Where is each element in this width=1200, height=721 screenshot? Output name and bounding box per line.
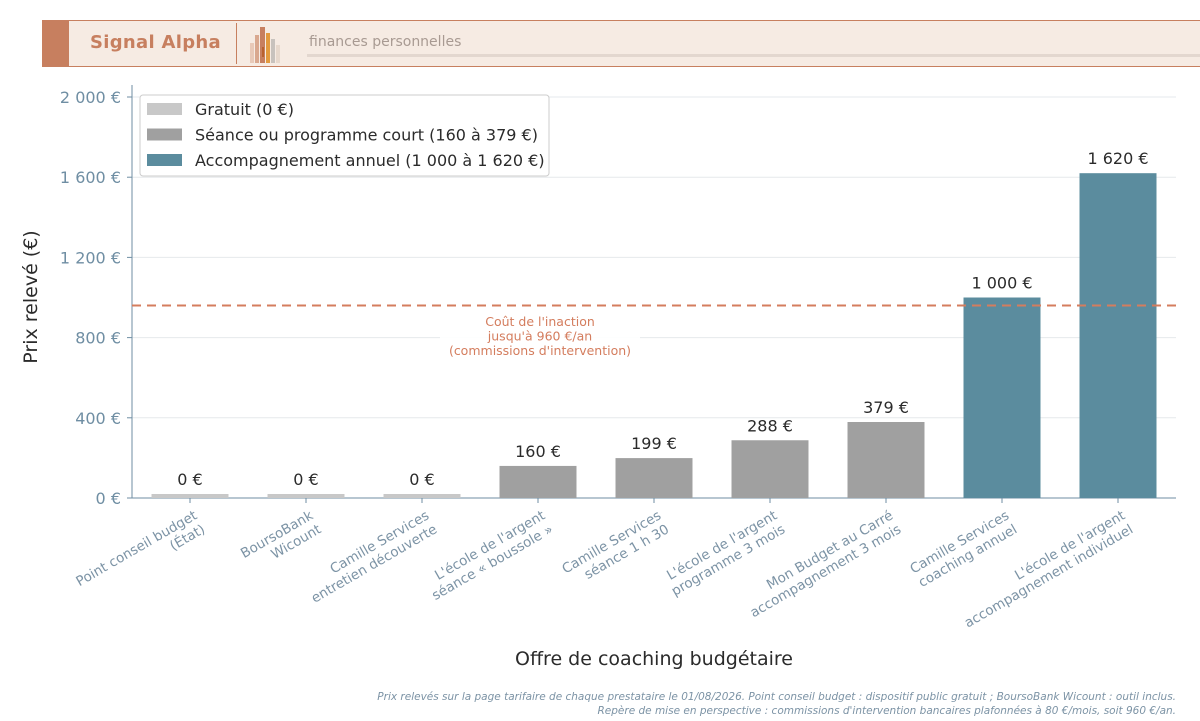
bar <box>151 494 229 498</box>
legend-label: Séance ou programme court (160 à 379 €) <box>195 126 538 145</box>
x-tick-label: Point conseil budget(État) <box>73 508 208 604</box>
reference-label-backdrop <box>440 313 640 359</box>
x-tick-label: Camille Servicescoaching annuel <box>907 508 1020 592</box>
bar <box>731 440 809 498</box>
y-axis-title: Prix relevé (€) <box>20 230 42 363</box>
bar-value-label: 160 € <box>515 442 561 461</box>
header-banner: Signal Alpha finances personnelles <box>42 20 1200 67</box>
x-tick-label: Camille Servicesséance 1 h 30 <box>559 508 672 592</box>
bar <box>847 422 925 498</box>
legend-label: Accompagnement annuel (1 000 à 1 620 €) <box>195 151 545 170</box>
bar <box>1079 173 1157 498</box>
legend-swatch <box>147 154 182 166</box>
city-bars-logo-icon <box>250 27 280 63</box>
reference-label: (commissions d'intervention) <box>449 343 631 358</box>
y-tick-label: 400 € <box>75 409 121 428</box>
header-separator <box>236 23 237 64</box>
y-tick-label: 2 000 € <box>60 88 121 107</box>
x-axis-title: Offre de coaching budgétaire <box>515 648 793 670</box>
bar <box>267 494 345 498</box>
source-note: Prix relevés sur la page tarifaire de ch… <box>377 690 1176 718</box>
bar <box>615 458 693 498</box>
legend-swatch <box>147 103 182 115</box>
header-accent-block <box>42 21 69 66</box>
bar <box>963 297 1041 498</box>
bar-value-label: 0 € <box>293 470 318 489</box>
reference-label: jusqu'à 960 €/an <box>487 329 592 344</box>
reference-label: Coût de l'inaction <box>485 314 595 329</box>
bar-value-label: 1 000 € <box>971 274 1032 293</box>
bar-value-label: 0 € <box>177 470 202 489</box>
bar-value-label: 0 € <box>409 470 434 489</box>
bar <box>499 465 577 498</box>
source-line: Repère de mise en perspective : commissi… <box>597 705 1177 717</box>
bar-value-label: 288 € <box>747 416 793 435</box>
bar-value-label: 199 € <box>631 434 677 453</box>
legend-box <box>139 94 550 177</box>
x-tick-label: Camille Servicesentretien découverte <box>301 508 440 607</box>
legend-swatch <box>147 128 182 141</box>
header-rule <box>307 54 1200 57</box>
legend-label: Gratuit (0 €) <box>195 100 294 119</box>
y-tick-label: 0 € <box>96 489 121 508</box>
x-tick-label: BoursoBankWicount <box>238 508 324 576</box>
header-tagline: finances personnelles <box>309 34 462 50</box>
bar-chart: 0 €400 €800 €1 200 €1 600 €2 000 €0 €Poi… <box>20 85 1176 670</box>
bar <box>383 494 461 498</box>
bar-value-label: 1 620 € <box>1087 149 1148 168</box>
y-tick-label: 800 € <box>75 329 121 348</box>
y-tick-label: 1 200 € <box>60 248 121 267</box>
brand-name[interactable]: Signal Alpha <box>90 32 221 53</box>
source-line: Prix relevés sur la page tarifaire de ch… <box>377 691 1176 703</box>
x-tick-label: L'école de l'argentséance « boussole » <box>421 508 556 604</box>
y-tick-label: 1 600 € <box>60 168 121 187</box>
bar-value-label: 379 € <box>863 398 909 417</box>
